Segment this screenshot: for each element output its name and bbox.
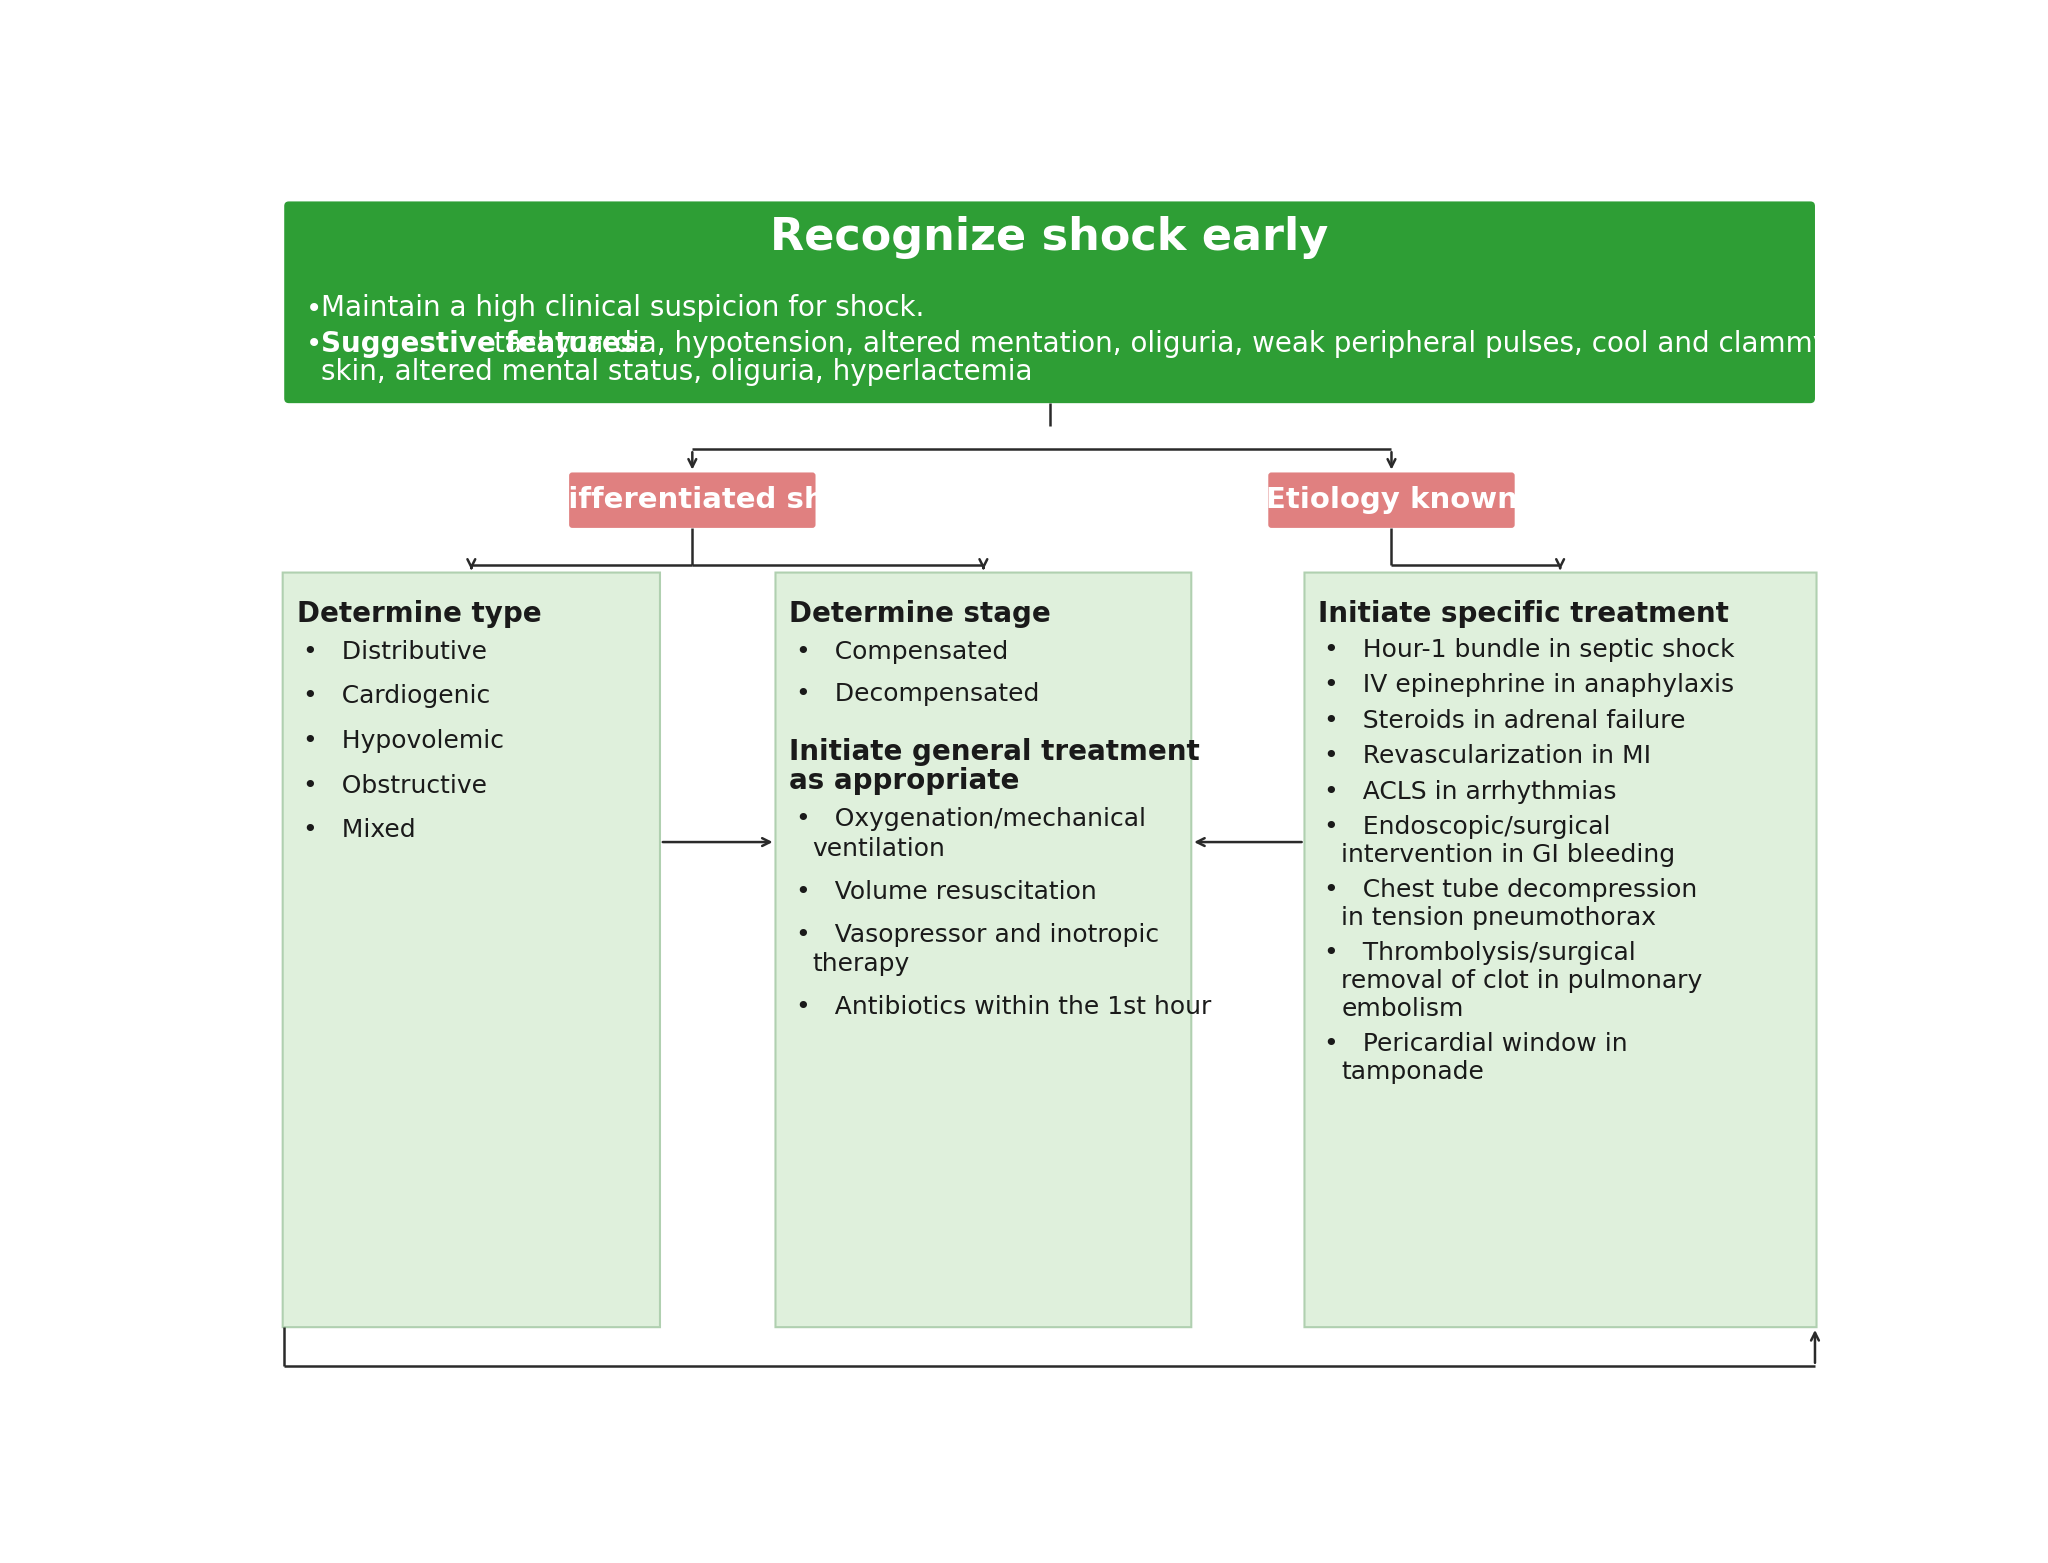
Text: •   Antibiotics within the 1st hour: • Antibiotics within the 1st hour [795, 996, 1210, 1019]
Text: embolism: embolism [1341, 997, 1464, 1021]
Text: Initiate specific treatment: Initiate specific treatment [1319, 600, 1729, 627]
Text: •   Revascularization in MI: • Revascularization in MI [1325, 744, 1651, 769]
FancyBboxPatch shape [569, 472, 815, 528]
Text: removal of clot in pulmonary: removal of clot in pulmonary [1341, 969, 1702, 993]
Text: Recognize shock early: Recognize shock early [770, 216, 1329, 259]
Text: tachycardia, hypotension, altered mentation, oliguria, weak peripheral pulses, c: tachycardia, hypotension, altered mentat… [494, 330, 1829, 358]
Text: •   Vasopressor and inotropic: • Vasopressor and inotropic [795, 922, 1159, 947]
Text: •   Decompensated: • Decompensated [795, 681, 1038, 706]
Text: •   Chest tube decompression: • Chest tube decompression [1325, 878, 1698, 902]
Text: Determine stage: Determine stage [788, 600, 1051, 627]
Text: •: • [305, 295, 322, 324]
Text: •   Steroids in adrenal failure: • Steroids in adrenal failure [1325, 710, 1686, 733]
Text: in tension pneumothorax: in tension pneumothorax [1341, 907, 1657, 930]
Text: •   Cardiogenic: • Cardiogenic [303, 685, 489, 708]
Text: tamponade: tamponade [1341, 1060, 1485, 1085]
FancyBboxPatch shape [1268, 472, 1516, 528]
Text: •   Hour-1 bundle in septic shock: • Hour-1 bundle in septic shock [1325, 638, 1735, 663]
Text: •   Compensated: • Compensated [795, 639, 1008, 664]
Text: •   Mixed: • Mixed [303, 817, 416, 842]
Text: •   Distributive: • Distributive [303, 639, 487, 664]
Text: •   Endoscopic/surgical: • Endoscopic/surgical [1325, 816, 1612, 839]
Text: •   Obstructive: • Obstructive [303, 774, 487, 797]
Text: ventilation: ventilation [813, 836, 946, 861]
Text: •   Hypovolemic: • Hypovolemic [303, 728, 504, 753]
Text: •   Thrombolysis/surgical: • Thrombolysis/surgical [1325, 941, 1636, 966]
FancyBboxPatch shape [285, 202, 1815, 403]
Text: as appropriate: as appropriate [788, 767, 1020, 796]
Text: Determine type: Determine type [297, 600, 541, 627]
FancyBboxPatch shape [776, 572, 1192, 1327]
FancyBboxPatch shape [1305, 572, 1817, 1327]
FancyBboxPatch shape [283, 572, 659, 1327]
Text: Suggestive features:: Suggestive features: [322, 330, 657, 358]
Text: therapy: therapy [813, 952, 909, 977]
Text: •: • [305, 330, 322, 358]
Text: intervention in GI bleeding: intervention in GI bleeding [1341, 842, 1675, 867]
Text: Initiate general treatment: Initiate general treatment [788, 738, 1200, 766]
Text: •   Pericardial window in: • Pericardial window in [1325, 1032, 1628, 1057]
Text: Undifferentiated shock: Undifferentiated shock [504, 486, 881, 514]
Text: skin, altered mental status, oliguria, hyperlactemia: skin, altered mental status, oliguria, h… [322, 358, 1032, 386]
Text: •   Oxygenation/mechanical: • Oxygenation/mechanical [795, 808, 1145, 832]
Text: Etiology known: Etiology known [1266, 486, 1518, 514]
Text: •   ACLS in arrhythmias: • ACLS in arrhythmias [1325, 780, 1618, 803]
Text: •   Volume resuscitation: • Volume resuscitation [795, 880, 1096, 903]
Text: Maintain a high clinical suspicion for shock.: Maintain a high clinical suspicion for s… [322, 294, 924, 322]
Text: •   IV epinephrine in anaphylaxis: • IV epinephrine in anaphylaxis [1325, 674, 1735, 697]
